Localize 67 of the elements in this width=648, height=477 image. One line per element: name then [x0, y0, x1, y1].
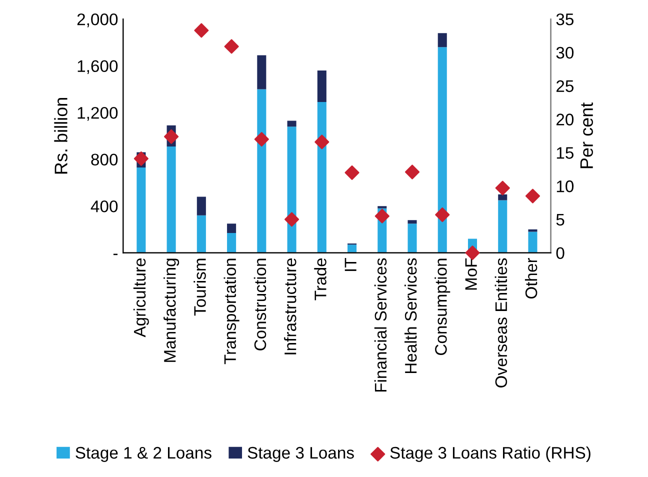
x-tick-label: Infrastructure: [284, 258, 296, 354]
x-tick-label: Consumption: [434, 258, 450, 356]
x-tick-label: Tourism: [194, 258, 206, 316]
bar: [528, 229, 538, 232]
y-tick-label: -: [113, 254, 118, 256]
x-tick-label: Transportation: [224, 258, 240, 364]
y-tick-label: 2,000: [77, 13, 118, 28]
point: [224, 39, 239, 54]
point: [134, 151, 148, 166]
point: [435, 207, 450, 222]
point: [404, 164, 420, 180]
y-tick-label: 400: [90, 200, 118, 212]
point: [525, 188, 540, 204]
bar: [438, 47, 447, 253]
y2-tick-label: 25: [556, 80, 574, 92]
point: [194, 23, 209, 38]
bar: [317, 70, 326, 102]
y2-axis-title: Per cent: [580, 102, 594, 168]
bar: [498, 194, 508, 200]
bar: [528, 232, 538, 253]
x-tick-label: MoF: [465, 258, 477, 290]
x-tick-label: Financial Services: [374, 258, 387, 392]
bar: [408, 224, 417, 253]
bar: [257, 55, 266, 90]
bar: [408, 220, 417, 224]
y-tick-label: 1,600: [78, 60, 118, 74]
x-tick-label: IT: [344, 258, 356, 271]
x-tick-label: Agriculture: [133, 258, 149, 338]
y2-tick-label: 15: [556, 147, 574, 159]
y2-tick-label: 10: [556, 180, 574, 192]
bar: [257, 89, 266, 253]
point: [495, 180, 510, 196]
bar: [166, 146, 176, 253]
bar: [196, 196, 206, 216]
point: [284, 212, 300, 227]
x-tick-label: Trade: [314, 258, 326, 300]
legend-label: Stage 3 Loans Ratio (RHS): [390, 446, 590, 462]
y2-tick-label: 30: [556, 46, 574, 59]
point: [374, 208, 390, 224]
legend-label: Stage 3 Loans: [248, 446, 354, 462]
bar: [287, 126, 296, 253]
y2-tick-label: 20: [556, 114, 574, 126]
y-tick-label: 800: [91, 154, 118, 166]
x-tick-label: Overseas Entities: [494, 258, 508, 388]
bar: [348, 244, 357, 253]
y2-tick-label: 0: [556, 247, 564, 260]
y2-tick-label: 5: [556, 214, 564, 226]
point: [164, 129, 179, 144]
bar: [317, 102, 326, 253]
y2-tick-label: 35: [556, 13, 574, 26]
x-tick-label: Construction: [254, 258, 266, 350]
y-tick-label: 1,200: [78, 106, 118, 121]
bar: [227, 232, 236, 253]
bar: [196, 215, 206, 253]
point: [254, 132, 269, 147]
bar: [438, 33, 447, 48]
bar: [287, 120, 296, 127]
bar: [498, 200, 508, 253]
x-tick-label: Health Services: [404, 258, 417, 374]
bar: [136, 168, 146, 253]
y-axis-title: Rs. billion: [54, 98, 68, 174]
bar: [227, 224, 236, 233]
x-tick-label: Manufacturing: [164, 258, 180, 362]
point: [344, 165, 360, 180]
point: [314, 134, 330, 150]
x-tick-label: Other: [524, 258, 538, 299]
legend-label: Stage 1 & 2 Loans: [76, 446, 212, 462]
